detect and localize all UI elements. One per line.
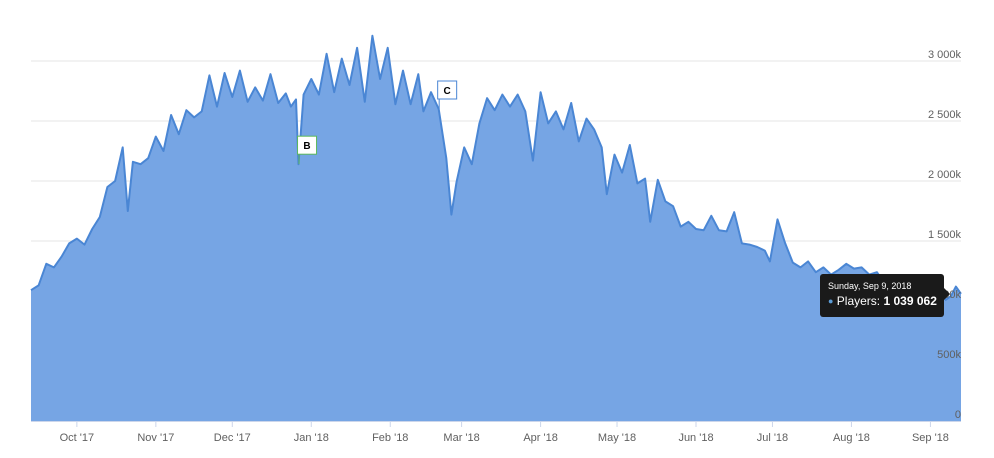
series-dot-icon: ● xyxy=(828,296,834,306)
y-tick-label: 1 500k xyxy=(928,229,962,241)
y-tick-label: 2 500k xyxy=(928,109,962,121)
chart-flags[interactable]: BC xyxy=(297,80,458,165)
x-tick-label: Apr '18 xyxy=(523,432,558,444)
x-tick-label: Nov '17 xyxy=(137,432,174,444)
flag-c[interactable]: C xyxy=(437,80,458,109)
tooltip-row: ● Players: 1 039 062 xyxy=(828,293,937,309)
x-tick-label: Jul '18 xyxy=(757,432,788,444)
x-tick-label: Oct '17 xyxy=(60,432,95,444)
x-tick-label: Dec '17 xyxy=(214,432,251,444)
tooltip-series-label: Players: xyxy=(836,294,881,308)
x-tick-label: Mar '18 xyxy=(443,432,479,444)
y-tick-label: 2 000k xyxy=(928,169,962,181)
data-tooltip: Sunday, Sep 9, 2018 ● Players: 1 039 062 xyxy=(820,274,950,317)
tooltip-date: Sunday, Sep 9, 2018 xyxy=(828,281,912,291)
x-tick-label: May '18 xyxy=(598,432,636,444)
x-tick-label: Sep '18 xyxy=(912,432,949,444)
series-line-players[interactable] xyxy=(30,34,962,301)
x-tick-label: Aug '18 xyxy=(833,432,870,444)
flag-box[interactable] xyxy=(437,80,458,100)
chart-series[interactable] xyxy=(30,34,962,422)
x-tick-label: Feb '18 xyxy=(372,432,408,444)
x-tick-label: Jun '18 xyxy=(678,432,713,444)
flag-label: C xyxy=(444,86,451,97)
y-tick-label: 0 xyxy=(955,409,961,421)
x-axis: Oct '17 Nov '17 Dec '17 Jan '18 Feb '18 Mar '… xyxy=(60,421,949,444)
flag-label: B xyxy=(303,141,310,152)
flag-box[interactable] xyxy=(297,135,318,155)
tooltip-value: 1 039 062 xyxy=(883,294,937,308)
x-tick-label: Jan '18 xyxy=(294,432,329,444)
series-area-players[interactable] xyxy=(31,35,961,422)
y-tick-label: 3 000k xyxy=(928,49,962,61)
flag-b[interactable]: B xyxy=(297,135,318,165)
y-tick-label: 500k xyxy=(937,349,961,361)
